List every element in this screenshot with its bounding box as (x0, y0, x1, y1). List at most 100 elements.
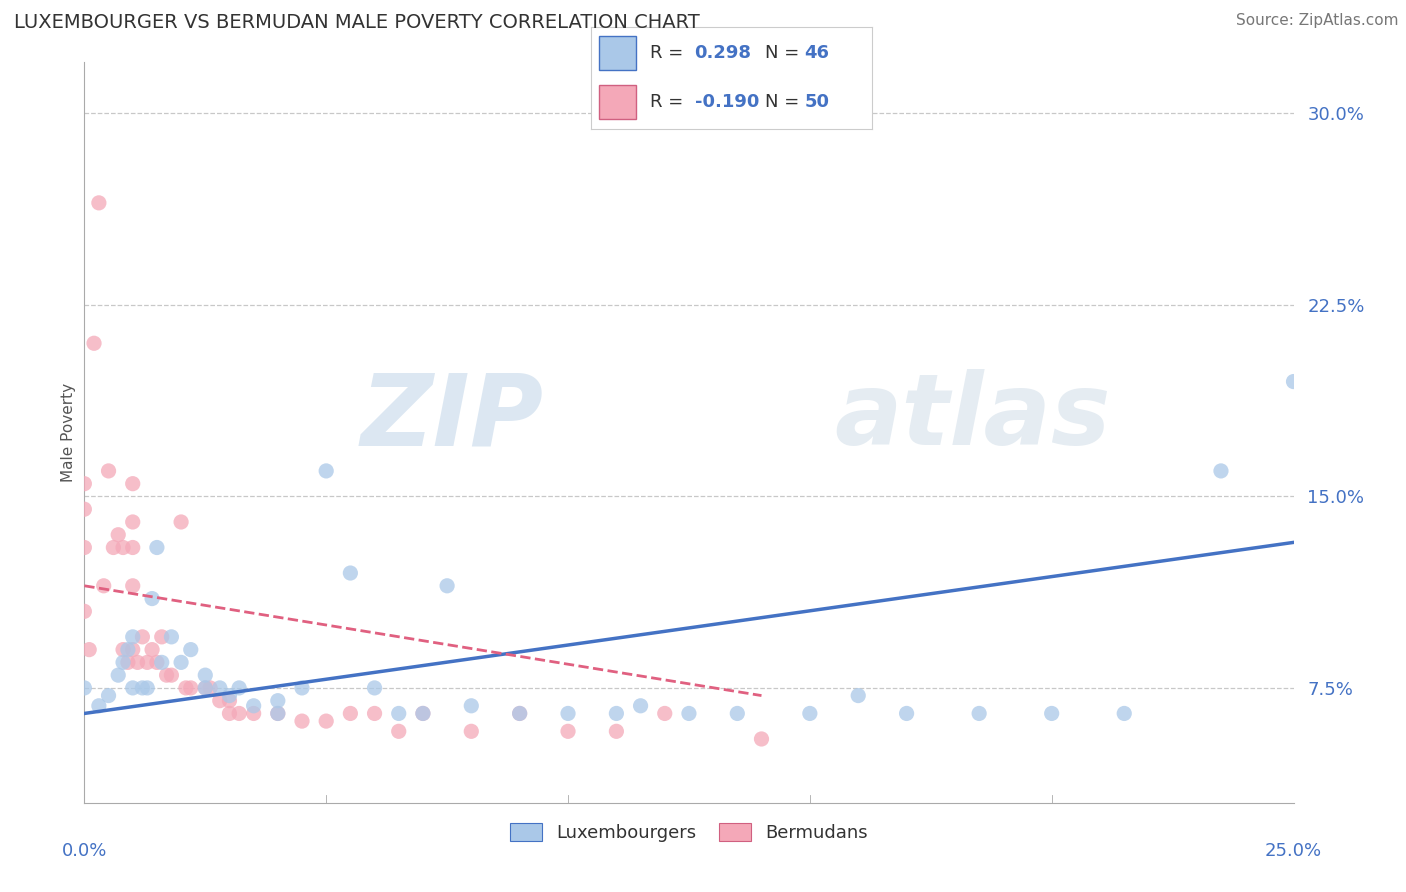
Bermudans (180, 681, 202, 695)
Luxembourgers (73, 681, 96, 695)
Text: 0.0%: 0.0% (62, 842, 107, 860)
Bermudans (654, 706, 676, 721)
Bermudans (242, 706, 264, 721)
Text: -0.190: -0.190 (695, 93, 759, 112)
Y-axis label: Male Poverty: Male Poverty (60, 383, 76, 483)
Bermudans (150, 630, 173, 644)
Luxembourgers (509, 706, 531, 721)
Luxembourgers (896, 706, 918, 721)
Luxembourgers (267, 694, 290, 708)
Bermudans (339, 706, 361, 721)
Bermudans (121, 476, 143, 491)
Bermudans (112, 541, 135, 555)
Text: ZIP: ZIP (361, 369, 544, 467)
Bermudans (218, 694, 240, 708)
Bermudans (87, 195, 110, 210)
Luxembourgers (117, 642, 139, 657)
Luxembourgers (1040, 706, 1063, 721)
Text: N =: N = (765, 93, 799, 112)
Luxembourgers (846, 689, 869, 703)
Luxembourgers (112, 656, 135, 670)
Luxembourgers (131, 681, 153, 695)
Bermudans (103, 541, 125, 555)
Bermudans (73, 541, 96, 555)
Luxembourgers (208, 681, 231, 695)
Bermudans (141, 642, 163, 657)
Luxembourgers (194, 681, 217, 695)
Bermudans (291, 714, 314, 728)
Luxembourgers (146, 541, 169, 555)
Bermudans (208, 694, 231, 708)
Luxembourgers (107, 668, 129, 682)
Luxembourgers (267, 706, 290, 721)
Text: Source: ZipAtlas.com: Source: ZipAtlas.com (1236, 13, 1399, 29)
Bermudans (363, 706, 385, 721)
Luxembourgers (218, 689, 240, 703)
Bermudans (228, 706, 250, 721)
Luxembourgers (799, 706, 821, 721)
Bermudans (155, 668, 177, 682)
Luxembourgers (1209, 464, 1232, 478)
Luxembourgers (1114, 706, 1136, 721)
Bermudans (121, 515, 143, 529)
Luxembourgers (557, 706, 579, 721)
Legend: Luxembourgers, Bermudans: Luxembourgers, Bermudans (502, 815, 876, 849)
Luxembourgers (725, 706, 748, 721)
Luxembourgers (121, 681, 143, 695)
Bermudans (315, 714, 337, 728)
Luxembourgers (180, 642, 202, 657)
Bermudans (751, 731, 773, 746)
Bermudans (509, 706, 531, 721)
Luxembourgers (160, 630, 183, 644)
Bermudans (160, 668, 183, 682)
Luxembourgers (436, 579, 458, 593)
Text: atlas: atlas (834, 369, 1111, 467)
Bermudans (267, 706, 290, 721)
Luxembourgers (412, 706, 434, 721)
Luxembourgers (678, 706, 700, 721)
FancyBboxPatch shape (599, 36, 636, 70)
Luxembourgers (1282, 375, 1305, 389)
Bermudans (77, 642, 100, 657)
Bermudans (198, 681, 221, 695)
Luxembourgers (150, 656, 173, 670)
Bermudans (121, 642, 143, 657)
Luxembourgers (97, 689, 120, 703)
Bermudans (194, 681, 217, 695)
Bermudans (136, 656, 159, 670)
Bermudans (146, 656, 169, 670)
Luxembourgers (630, 698, 652, 713)
Bermudans (97, 464, 120, 478)
Bermudans (121, 579, 143, 593)
Text: N =: N = (765, 44, 799, 62)
Luxembourgers (136, 681, 159, 695)
Bermudans (121, 541, 143, 555)
Bermudans (412, 706, 434, 721)
Bermudans (170, 515, 193, 529)
Luxembourgers (315, 464, 337, 478)
Bermudans (131, 630, 153, 644)
Luxembourgers (87, 698, 110, 713)
Text: R =: R = (650, 93, 683, 112)
Text: R =: R = (650, 44, 683, 62)
Bermudans (73, 604, 96, 618)
Bermudans (107, 527, 129, 541)
Bermudans (557, 724, 579, 739)
Luxembourgers (967, 706, 990, 721)
Text: 50: 50 (804, 93, 830, 112)
Luxembourgers (363, 681, 385, 695)
Bermudans (73, 502, 96, 516)
Text: 46: 46 (804, 44, 830, 62)
Luxembourgers (388, 706, 411, 721)
Bermudans (388, 724, 411, 739)
Luxembourgers (460, 698, 482, 713)
Bermudans (73, 476, 96, 491)
Luxembourgers (339, 566, 361, 580)
Bermudans (460, 724, 482, 739)
Bermudans (174, 681, 197, 695)
FancyBboxPatch shape (599, 86, 636, 119)
Bermudans (112, 642, 135, 657)
Bermudans (93, 579, 115, 593)
Luxembourgers (228, 681, 250, 695)
Text: LUXEMBOURGER VS BERMUDAN MALE POVERTY CORRELATION CHART: LUXEMBOURGER VS BERMUDAN MALE POVERTY CO… (14, 13, 700, 32)
